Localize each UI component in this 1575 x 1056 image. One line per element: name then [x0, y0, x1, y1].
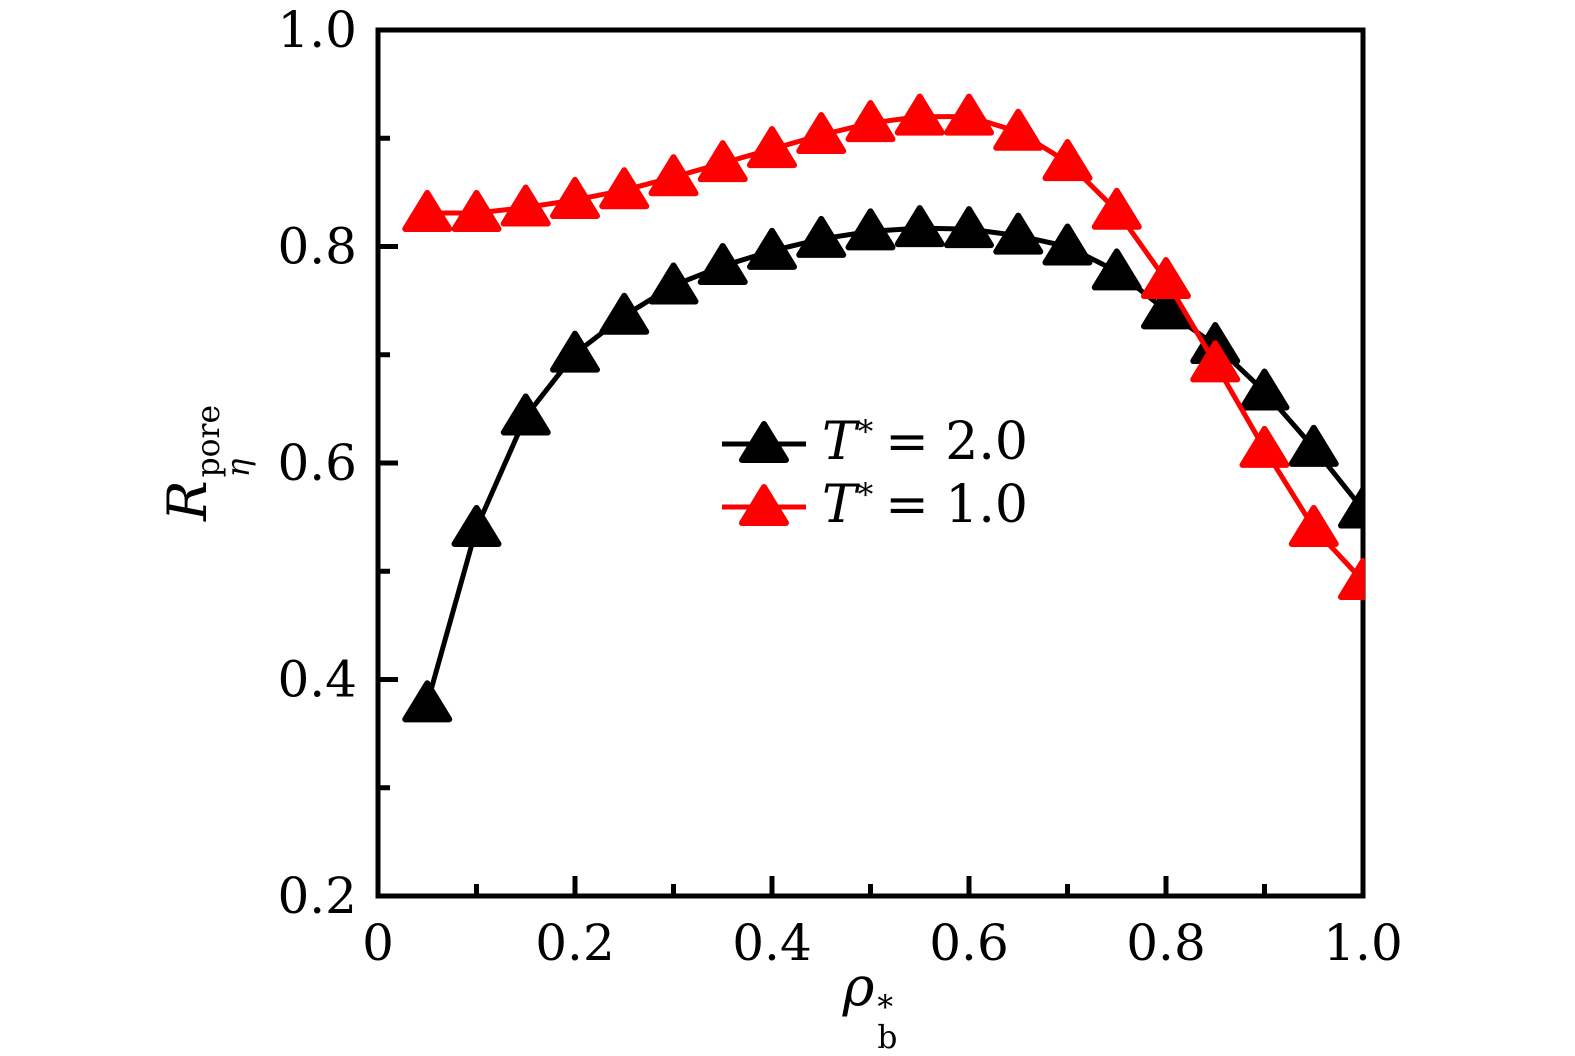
- triangle-marker: [648, 154, 699, 197]
- triangle-marker: [1042, 223, 1093, 266]
- triangle-marker: [845, 208, 896, 251]
- triangle-marker: [402, 189, 453, 232]
- x-tick-label: 0.8: [1126, 914, 1206, 972]
- triangle-marker: [599, 167, 650, 210]
- triangle-marker: [402, 680, 453, 723]
- legend-marker: [722, 483, 806, 526]
- triangle-marker: [550, 330, 600, 373]
- triangle-marker: [1141, 287, 1191, 330]
- x-tick-label: 0.4: [732, 914, 812, 972]
- y-tick-label: 0.6: [277, 434, 357, 492]
- plot-frame: [375, 27, 1366, 899]
- x-axis-label: ρ * b: [843, 960, 898, 1054]
- triangle-marker: [1091, 187, 1142, 230]
- triangle-marker: [550, 176, 600, 219]
- triangle-marker: [747, 126, 797, 169]
- x-tick-label: 0.2: [535, 914, 615, 972]
- y-tick-label: 0.8: [277, 218, 357, 276]
- triangle-icon: [739, 420, 789, 463]
- y-axis-label-symbol: R: [156, 480, 220, 522]
- triangle-marker: [1091, 248, 1142, 291]
- triangle-marker: [451, 504, 502, 547]
- triangle-marker: [1338, 557, 1365, 600]
- triangle-marker: [944, 93, 994, 136]
- triangle-marker: [944, 206, 994, 249]
- triangle-marker: [1190, 340, 1241, 383]
- triangle-marker: [1239, 368, 1290, 411]
- triangle-marker: [894, 205, 945, 248]
- triangle-marker: [1042, 139, 1093, 182]
- y-tick-label: 0.4: [277, 651, 357, 709]
- triangle-marker: [451, 189, 502, 232]
- triangle-marker: [894, 93, 945, 136]
- series-2: [402, 93, 1365, 600]
- y-tick-label: 1.0: [277, 1, 357, 59]
- legend-marker: [722, 420, 806, 463]
- triangle-marker: [1288, 504, 1339, 547]
- triangle-marker: [599, 292, 650, 335]
- y-axis-label-subscript: η: [221, 458, 258, 478]
- legend: T* = 2.0 T* = 1.0: [722, 410, 1028, 536]
- triangle-marker: [747, 227, 797, 270]
- x-tick-label: 0.6: [929, 914, 1009, 972]
- triangle-marker: [500, 184, 551, 227]
- x-axis-label-symbol: ρ: [842, 955, 875, 1019]
- legend-item-2: T* = 1.0: [722, 473, 1028, 536]
- triangle-marker: [993, 212, 1044, 255]
- x-axis-label-subscript: b: [877, 1020, 898, 1056]
- x-tick-label: 0: [362, 914, 394, 972]
- triangle-marker: [796, 112, 847, 155]
- triangle-marker: [1338, 486, 1365, 529]
- tick-labels: 0 0.2 0.4 0.6 0.8 1.00.20.40.60.81.0: [277, 1, 1402, 972]
- legend-label: T* = 1.0: [822, 474, 1028, 535]
- triangle-marker: [845, 100, 896, 143]
- triangle-marker: [648, 262, 699, 305]
- triangle-icon: [739, 483, 789, 526]
- triangle-marker: [1239, 425, 1290, 468]
- triangle-marker: [500, 393, 551, 436]
- triangle-marker: [796, 215, 847, 258]
- legend-item-1: T* = 2.0: [722, 410, 1028, 473]
- triangle-marker: [697, 242, 748, 285]
- x-tick-label: 1.0: [1323, 914, 1403, 972]
- triangle-marker: [1141, 257, 1191, 300]
- legend-label: T* = 2.0: [822, 411, 1028, 472]
- y-tick-label: 0.2: [277, 867, 357, 925]
- x-axis-label-superscript: *: [877, 990, 894, 1027]
- triangle-marker: [1288, 424, 1339, 467]
- triangle-marker: [993, 108, 1044, 151]
- triangle-marker: [697, 140, 748, 183]
